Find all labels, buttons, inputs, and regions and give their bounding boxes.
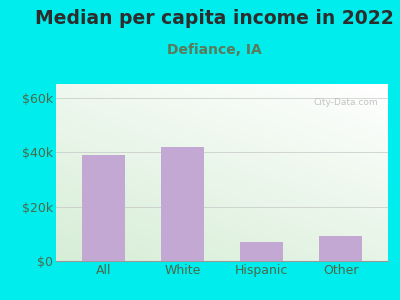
Text: City-Data.com: City-Data.com <box>314 98 378 107</box>
Bar <box>161 147 204 261</box>
Bar <box>240 242 283 261</box>
Text: Defiance, IA: Defiance, IA <box>167 44 261 58</box>
Bar <box>319 236 362 261</box>
Bar <box>82 155 125 261</box>
Text: Median per capita income in 2022: Median per capita income in 2022 <box>35 9 393 28</box>
